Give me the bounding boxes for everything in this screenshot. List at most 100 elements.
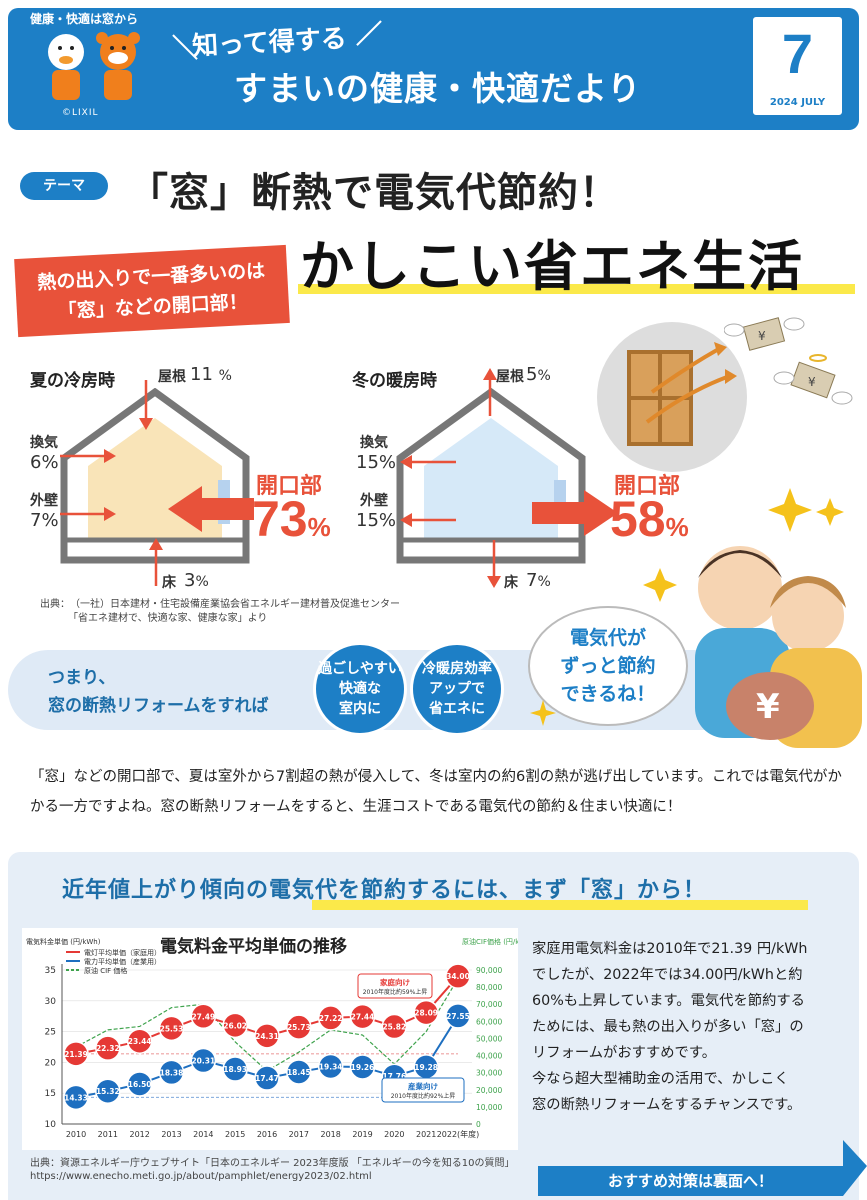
data-label: 18.45	[287, 1068, 311, 1077]
summer-vent-pct: 6%	[30, 452, 59, 473]
winter-floor-label: 床	[504, 575, 518, 591]
x-tick-label: 2020	[384, 1130, 404, 1139]
data-point	[349, 1003, 376, 1030]
data-point	[190, 1047, 217, 1074]
window-heat-icon	[627, 342, 737, 446]
winter-vent-label: 換気	[360, 435, 388, 451]
data-label: 17.76	[382, 1072, 406, 1081]
data-point	[349, 1054, 376, 1080]
benefit-circle-efficiency: 冷暖房効率 アップで 省エネに	[410, 642, 504, 736]
theme-title: 「窓」断熱で電気代節約！	[128, 170, 620, 216]
annotation-text-home: 2010年度比約59%上昇	[363, 988, 428, 996]
data-point	[381, 1013, 408, 1040]
data-point	[63, 1041, 89, 1067]
data-point	[95, 1035, 121, 1061]
summer-opening-label: 開口部	[256, 474, 323, 499]
winter-house-diagram	[396, 388, 586, 564]
chart-explanation: 家庭用電気料金は2010年で21.39 円/kWh でしたが、2022年では34…	[532, 941, 808, 1113]
header-line2: すまいの健康・快適だより	[234, 69, 642, 108]
winter-vent-arrow	[400, 455, 456, 469]
summer-roof-label: 屋根	[158, 369, 186, 385]
benefit-circle-comfort: 過ごしやすい 快適な 室内に	[313, 642, 407, 736]
data-label: 27.22	[319, 1014, 343, 1023]
summer-floor-pct: 3%	[184, 570, 209, 591]
x-tick-label: 2021	[416, 1130, 436, 1139]
legend-entry: 原油 CIF 価格	[84, 966, 127, 975]
x-tick-label: 2016	[257, 1130, 277, 1139]
mascot-illustration	[48, 32, 140, 100]
month-number: 7	[781, 22, 814, 85]
data-point	[95, 1078, 121, 1104]
svg-text:¥: ¥	[808, 375, 816, 389]
title-highlight	[298, 284, 855, 294]
summer-roof-pct: 11 %	[190, 364, 232, 385]
annotation-box-industry	[381, 1077, 465, 1103]
data-point	[317, 1053, 344, 1080]
data-label: 34.00	[446, 972, 470, 981]
data-label: 21.39	[64, 1050, 88, 1059]
data-label: 25.82	[382, 1023, 406, 1032]
summer-floor-arrow	[149, 538, 163, 586]
data-point	[286, 1014, 312, 1040]
winter-opening-pct: 58%	[610, 491, 689, 547]
y2-tick-label: 50,000	[476, 1034, 502, 1043]
data-point	[286, 1059, 312, 1085]
y2-tick-label: 40,000	[476, 1052, 502, 1061]
data-point	[63, 1084, 89, 1111]
winter-title: 冬の暖房時	[352, 371, 437, 391]
winter-wall-arrow	[400, 513, 456, 527]
data-point	[445, 963, 471, 989]
y-tick-label: 25	[45, 1028, 56, 1038]
summer-opening-pct: 73%	[252, 491, 331, 547]
y2-tick-label: 60,000	[476, 1017, 502, 1026]
legend-entry: 電灯平均単価（家庭用）	[84, 948, 161, 957]
x-tick-label: 2013	[161, 1130, 181, 1139]
summer-wall-pct: 7%	[30, 510, 59, 531]
copyright: ©LIXIL	[62, 108, 99, 118]
data-label: 14.33	[64, 1093, 88, 1102]
x-tick-label: 2010	[66, 1130, 86, 1139]
chart-panel: 電気料金単価 (円/kWh) 原油CIF価格 (円/kl) 10 15 20 25 30 35…	[22, 928, 524, 1150]
summer-title: 夏の冷房時	[30, 371, 115, 391]
data-label: 27.49	[191, 1012, 215, 1021]
slash-left: ＼	[172, 34, 199, 64]
y-axis-label-left: 電気料金単価 (円/kWh)	[26, 937, 101, 946]
winter-wall-pct: 15%	[356, 510, 397, 531]
y2-tick-label: 20,000	[476, 1086, 502, 1095]
callout-box: 熱の出入りで一番多いのは 「窓」などの開口部！	[14, 244, 290, 338]
couple-illustration: ¥	[643, 488, 862, 748]
y-tick-label: 20	[45, 1058, 57, 1068]
data-point	[413, 999, 439, 1026]
header-tag: 健康・快適は窓から	[30, 12, 139, 26]
data-point	[254, 1065, 280, 1091]
data-label: 22.32	[96, 1044, 120, 1053]
data-label: 15.32	[96, 1087, 120, 1096]
x-tick-label: 2011	[98, 1130, 118, 1139]
annotation-title-home: 家庭向け	[380, 977, 410, 987]
y-axis-label-right: 原油CIF価格 (円/kl)	[462, 937, 518, 946]
x-tick-label: 2022(年度)	[437, 1129, 480, 1139]
data-point	[222, 1056, 248, 1082]
data-point	[126, 1071, 153, 1097]
data-point	[158, 1015, 185, 1042]
legend-entry: 電力平均単価（産業用）	[84, 957, 161, 966]
data-label: 27.55	[446, 1012, 470, 1021]
data-point	[158, 1059, 185, 1086]
y-tick-label: 15	[45, 1089, 56, 1099]
y2-tick-label: 90,000	[476, 966, 502, 975]
winter-opening-label: 開口部	[614, 474, 681, 499]
winter-roof-pct: 5%	[526, 364, 551, 385]
data-label: 19.28	[414, 1063, 438, 1072]
winter-floor-pct: 7%	[526, 570, 551, 591]
y2-tick-label: 70,000	[476, 1000, 502, 1009]
svg-text:¥: ¥	[756, 687, 780, 727]
y2-tick-label: 10,000	[476, 1103, 502, 1112]
data-label: 26.02	[223, 1021, 247, 1030]
electricity-price-chart: 電気料金単価 (円/kWh) 原油CIF価格 (円/kl) 10 15 20 25 30 35…	[26, 937, 524, 1139]
winter-opening-arrow	[532, 490, 618, 536]
y2-tick-label: 80,000	[476, 983, 502, 992]
data-point	[254, 1023, 280, 1049]
x-tick-label: 2018	[320, 1130, 340, 1139]
summer-wall-arrow	[60, 507, 116, 521]
data-label: 25.53	[160, 1024, 184, 1033]
